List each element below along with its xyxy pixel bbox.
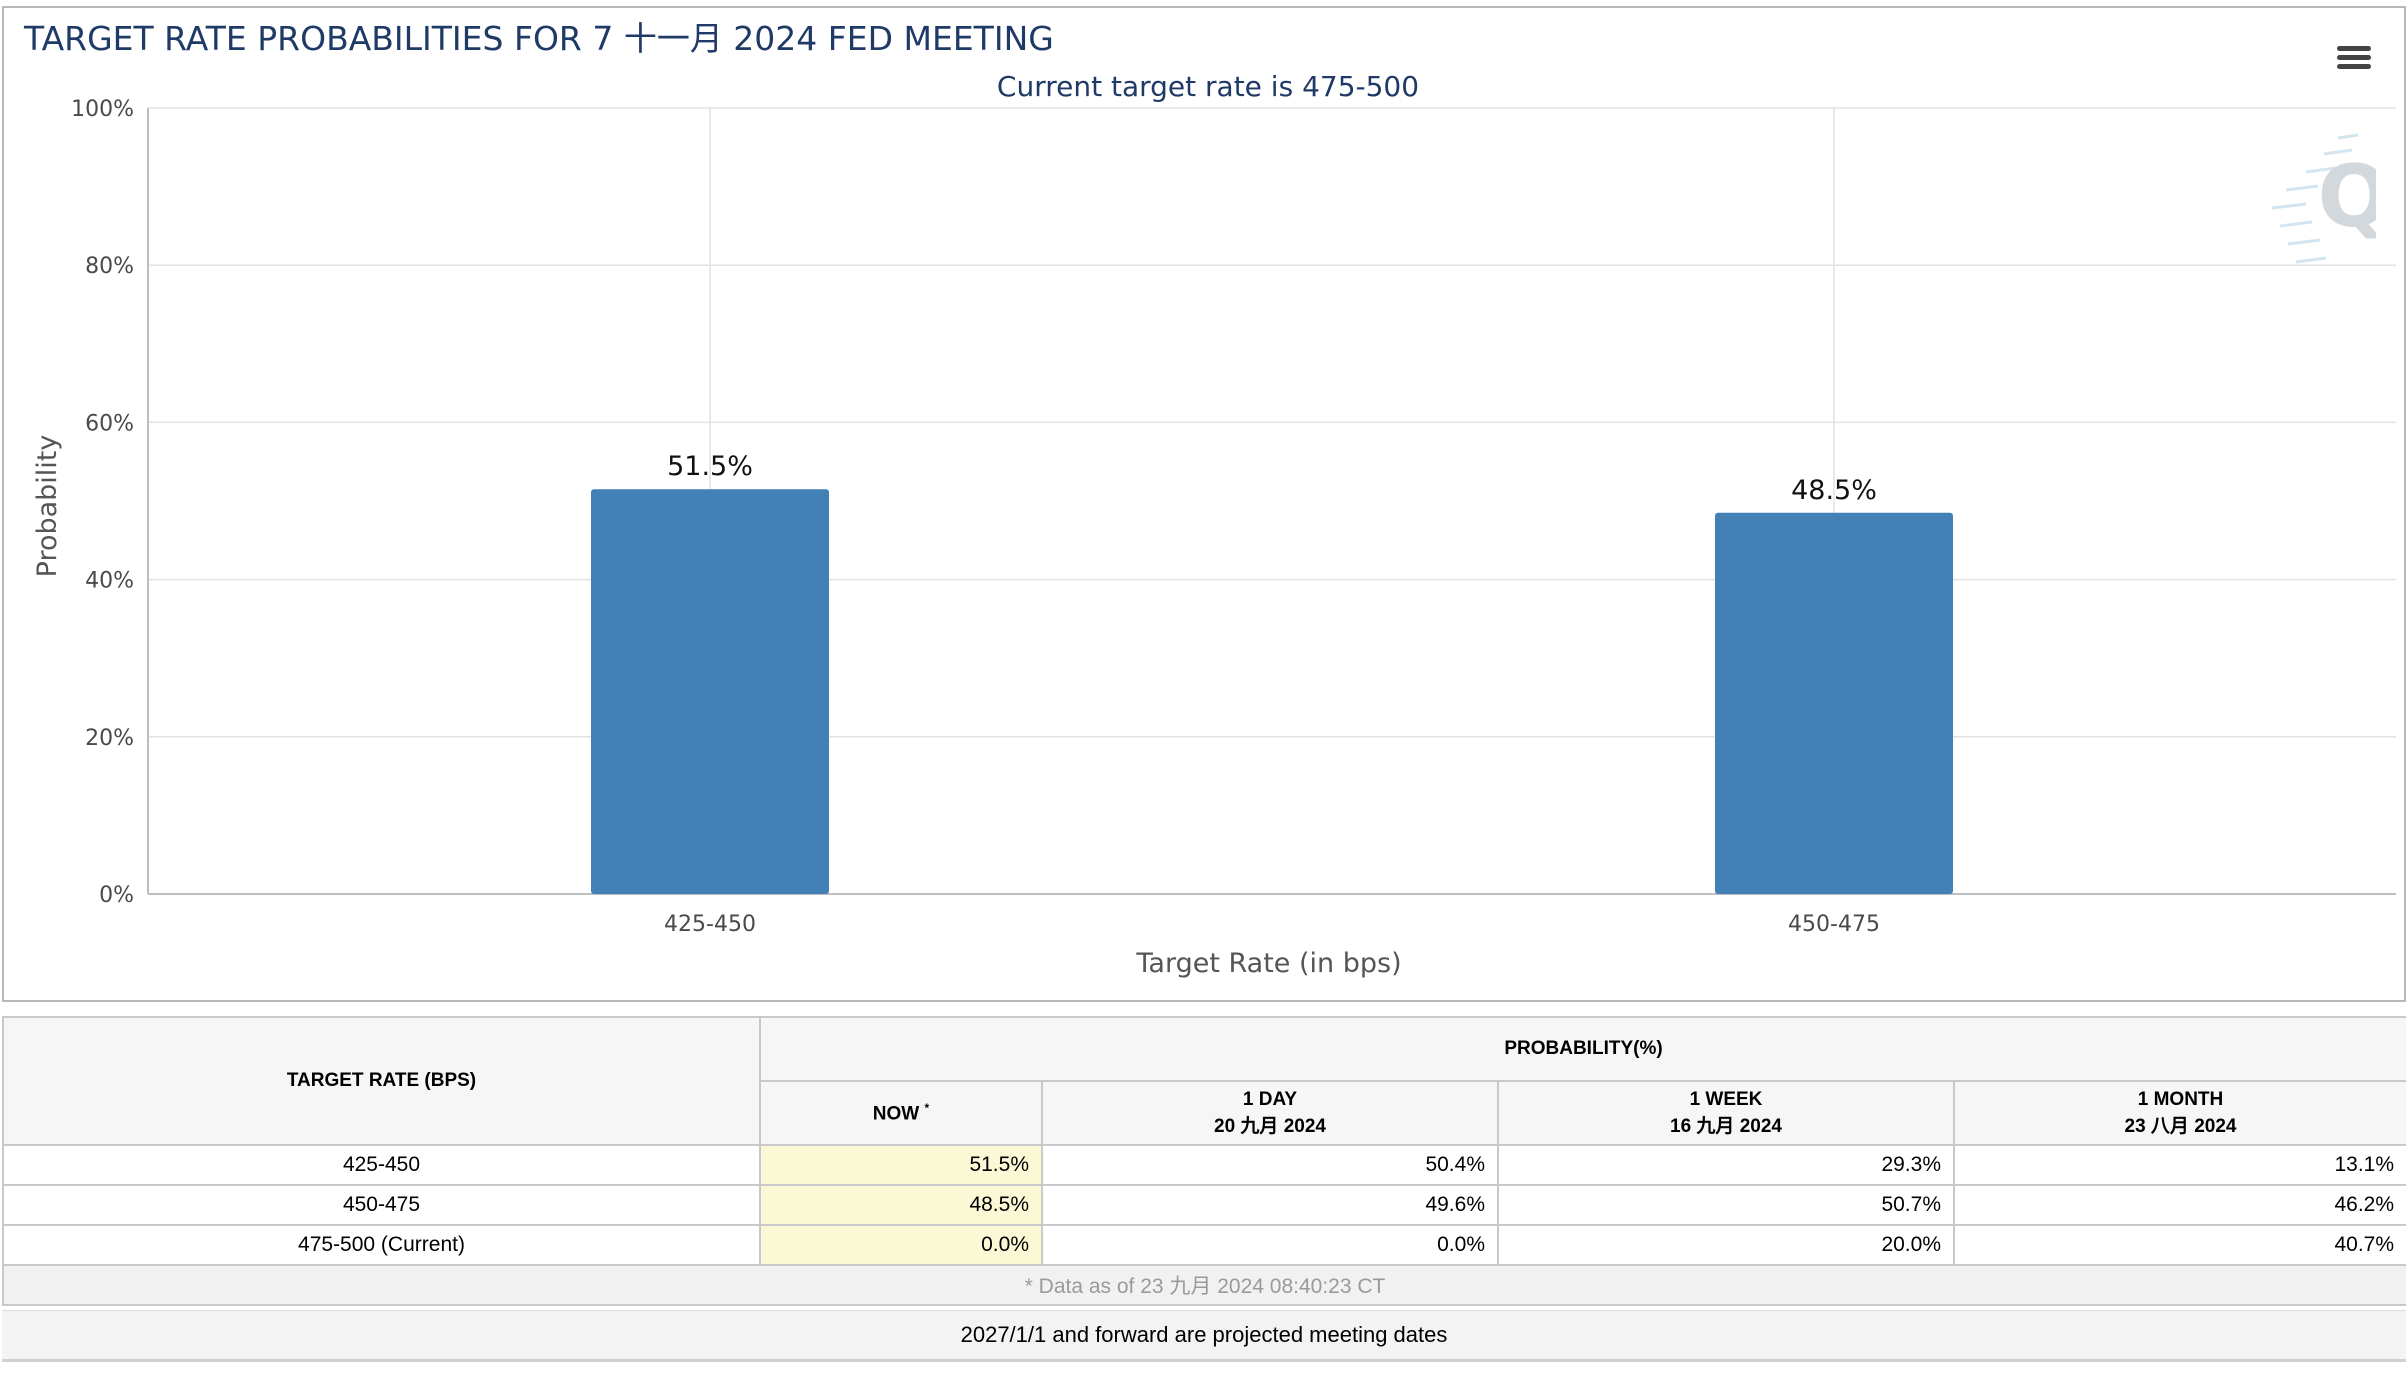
x-axis-ticks: 425-450 450-475	[664, 912, 1880, 937]
y-axis-ticks: 0% 20% 40% 60% 80% 100%	[71, 97, 134, 908]
bar[interactable]	[591, 489, 829, 894]
month-cell: 40.7%	[1952, 1224, 2406, 1266]
svg-text:Q: Q	[2317, 147, 2376, 247]
hamburger-menu-icon-bar	[2337, 64, 2371, 69]
rate-cell: 425-450	[2, 1144, 761, 1186]
hamburger-menu-icon	[2337, 46, 2371, 51]
chart-title: TARGET RATE PROBABILITIES FOR 7 十一月 2024…	[23, 19, 1054, 58]
rate-cell: 475-500 (Current)	[2, 1224, 761, 1266]
probability-table: TARGET RATE (BPS) PROBABILITY(%) NOW * 1…	[1, 1016, 2406, 1306]
y-tick-label: 40%	[85, 569, 134, 594]
y-tick-label: 80%	[85, 254, 134, 279]
chart-panel: TARGET RATE PROBABILITIES FOR 7 十一月 2024…	[2, 6, 2406, 1002]
bar-data-label: 48.5%	[1791, 475, 1877, 506]
y-tick-label: 60%	[85, 411, 134, 436]
x-tick-label: 425-450	[664, 912, 756, 937]
rate-cell: 450-475	[2, 1184, 761, 1226]
bar-chart: TARGET RATE PROBABILITIES FOR 7 十一月 2024…	[23, 19, 2396, 979]
projected-dates-note: 2027/1/1 and forward are projected meeti…	[2, 1310, 2406, 1362]
table-row: 475-500 (Current) 0.0% 0.0% 20.0% 40.7%	[2, 1224, 2406, 1266]
chart-menu-button[interactable]	[2334, 42, 2374, 78]
y-tick-label: 0%	[99, 883, 134, 908]
col-1-day-header: 1 DAY 20 九月 2024	[1041, 1080, 1499, 1146]
data-as-of-note: * Data as of 23 九月 2024 08:40:23 CT	[1, 1264, 2406, 1306]
bar-data-label: 51.5%	[667, 451, 753, 482]
hamburger-menu-icon-bar	[2337, 55, 2371, 60]
x-tick-label: 450-475	[1788, 912, 1880, 937]
col-1-week-header: 1 WEEK 16 九月 2024	[1497, 1080, 1955, 1146]
y-tick-label: 100%	[71, 97, 134, 122]
table-row: 425-450 51.5% 50.4% 29.3% 13.1%	[2, 1144, 2406, 1186]
target-rate-header: TARGET RATE (BPS)	[2, 1016, 761, 1146]
day-cell: 0.0%	[1041, 1224, 1499, 1266]
probability-header: PROBABILITY(%)	[758, 1016, 2406, 1082]
chart-subtitle: Current target rate is 475-500	[997, 70, 1419, 103]
now-cell: 0.0%	[759, 1224, 1043, 1266]
week-cell: 50.7%	[1497, 1184, 1955, 1226]
gridlines	[147, 107, 2396, 895]
table-row: 450-475 48.5% 49.6% 50.7% 46.2%	[2, 1184, 2406, 1226]
now-cell: 51.5%	[759, 1144, 1043, 1186]
now-cell: 48.5%	[759, 1184, 1043, 1226]
bar-series: 51.5% 48.5%	[591, 451, 1953, 894]
day-cell: 49.6%	[1041, 1184, 1499, 1226]
week-cell: 20.0%	[1497, 1224, 1955, 1266]
col-1-month-header: 1 MONTH 23 八月 2024	[1952, 1080, 2406, 1146]
y-axis-title: Probability	[32, 435, 63, 578]
x-axis-title: Target Rate (in bps)	[1135, 948, 1401, 979]
week-cell: 29.3%	[1497, 1144, 1955, 1186]
month-cell: 46.2%	[1952, 1184, 2406, 1226]
y-tick-label: 20%	[85, 726, 134, 751]
bar[interactable]	[1715, 512, 1953, 894]
month-cell: 13.1%	[1952, 1144, 2406, 1186]
quikstrike-logo-icon: Q	[2271, 133, 2376, 264]
col-now-header: NOW *	[759, 1080, 1043, 1146]
day-cell: 50.4%	[1041, 1144, 1499, 1186]
